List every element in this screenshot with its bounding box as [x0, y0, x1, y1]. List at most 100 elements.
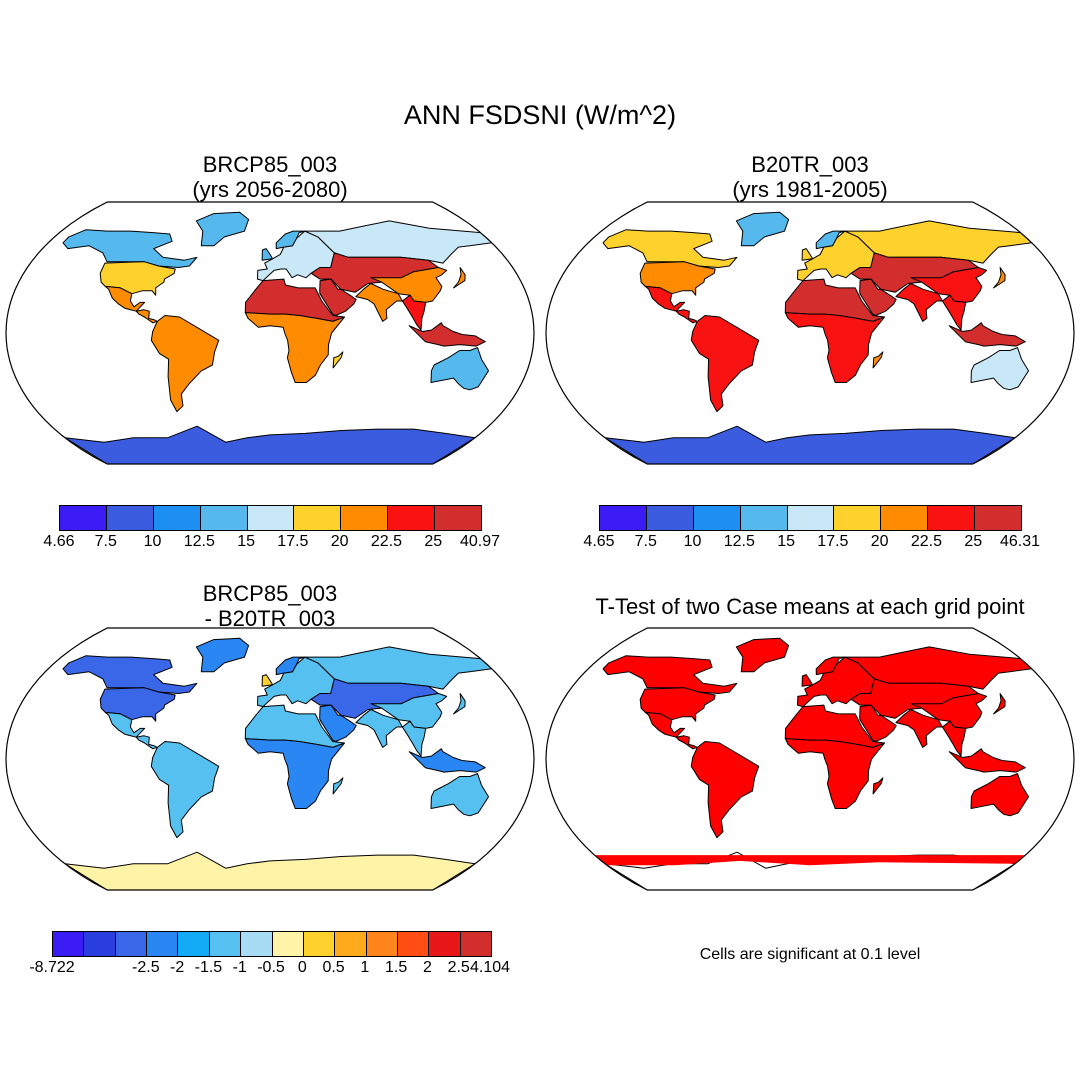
region-india — [355, 283, 403, 322]
region-uk — [261, 674, 274, 687]
map-panel-bottom-left — [5, 627, 535, 891]
figure-title: ANN FSDSNI (W/m^2) — [403, 100, 677, 130]
colorbar-label: 4.66 — [43, 533, 75, 550]
colorbar-box — [60, 506, 106, 530]
colorbar-label: 2.5 — [447, 959, 470, 976]
region-arabia — [319, 278, 357, 316]
colorbar-box — [692, 506, 740, 530]
region-mexico — [644, 711, 686, 738]
colorbar-box — [152, 506, 200, 530]
colorbar-label: 15 — [777, 533, 796, 550]
region-arabia — [859, 278, 897, 316]
region-south-am — [690, 741, 760, 839]
colorbar-box — [114, 932, 147, 956]
region-japan — [453, 693, 466, 715]
region-indonesia — [408, 322, 486, 347]
region-india — [355, 709, 403, 748]
region-china — [370, 693, 448, 729]
panel-title-line1: T-Test of two Case means at each grid po… — [595, 594, 1025, 619]
colorbar-label: 46.31 — [999, 533, 1041, 550]
region-antarctica — [64, 425, 476, 464]
colorbar-label: 10 — [143, 533, 162, 550]
colorbar-label: -0.5 — [257, 959, 285, 976]
colorbar-box — [880, 506, 928, 530]
colorbar-box — [600, 506, 646, 530]
colorbar-label: 15 — [237, 533, 256, 550]
colorbar-label: 25 — [964, 533, 983, 550]
region-africa-south — [784, 738, 885, 809]
colorbar-label: -8.722 — [29, 959, 75, 976]
colorbar-box — [833, 506, 881, 530]
panel-title-line1: B20TR_003 — [751, 152, 869, 177]
colorbar-box — [293, 506, 341, 530]
region-arabia — [859, 704, 897, 742]
colorbar-box — [177, 932, 209, 956]
colorbar-label: 22.5 — [370, 533, 403, 550]
panel-title-line1: BRCP85_003 — [202, 581, 338, 606]
region-japan — [993, 693, 1006, 715]
colorbar-label: 7.5 — [634, 533, 657, 550]
region-greenland — [195, 211, 250, 247]
colorbar-label: 12.5 — [723, 533, 755, 550]
colorbar-box — [83, 932, 115, 956]
colorbar-label: 20 — [330, 533, 349, 550]
region-canada — [62, 229, 198, 268]
colorbar-box — [271, 932, 303, 956]
colorbar-label: 4.104 — [469, 959, 511, 976]
colorbar-label: 22.5 — [910, 533, 943, 550]
region-uk — [261, 248, 274, 261]
region-madagascar — [872, 777, 884, 795]
region-antarctic-coast-significant — [594, 855, 1026, 866]
colorbar-box — [302, 932, 335, 956]
panel-title-bottom-left: BRCP85_003 - B20TR_003 — [100, 581, 440, 631]
region-south-am — [150, 315, 220, 413]
colorbar-box — [208, 932, 241, 956]
map-border — [5, 201, 535, 465]
region-se-asia — [941, 720, 967, 757]
colorbar-boxes — [599, 505, 1022, 531]
region-central-am — [135, 735, 158, 750]
panel-title-bottom-right: T-Test of two Case means at each grid po… — [540, 594, 1080, 619]
region-south-am — [690, 315, 760, 413]
map-border — [545, 201, 1075, 465]
colorbar-label: 1.5 — [385, 959, 408, 976]
colorbar-box — [974, 506, 1022, 530]
colorbar-label: 17.5 — [277, 533, 309, 550]
region-central-am — [675, 735, 698, 750]
colorbar-box — [396, 932, 429, 956]
map-border — [545, 627, 1075, 891]
region-indonesia — [948, 322, 1026, 347]
region-se-asia — [401, 720, 427, 757]
panel-title-line2: - B20TR_003 — [204, 606, 336, 631]
colorbar-label: 2 — [422, 959, 432, 976]
region-usa — [99, 687, 176, 722]
region-antarctica — [604, 425, 1016, 464]
region-canada — [602, 229, 738, 268]
colorbar-label: -1.5 — [194, 959, 223, 976]
region-japan — [453, 267, 466, 289]
colorbar-label: 1 — [360, 959, 370, 976]
region-madagascar — [872, 351, 884, 369]
colorbar-label: -1 — [232, 959, 247, 976]
region-canada — [62, 655, 198, 694]
region-madagascar — [332, 351, 344, 369]
colorbar-box — [240, 932, 272, 956]
map-panel-top-right — [545, 201, 1075, 465]
colorbar-box — [199, 506, 247, 530]
colorbar-box — [146, 932, 178, 956]
colorbar-label: -2 — [170, 959, 185, 976]
colorbar-box — [334, 932, 366, 956]
colorbar-box — [786, 506, 834, 530]
region-greenland — [195, 637, 250, 673]
colorbar-label: 4.65 — [583, 533, 615, 550]
region-africa-south — [784, 312, 885, 383]
colorbar-label: 10 — [683, 533, 702, 550]
panel-title-line1: BRCP85_003 — [202, 152, 338, 177]
region-india — [895, 283, 943, 322]
region-central-am — [675, 309, 698, 324]
region-usa — [639, 261, 716, 296]
map-border — [5, 627, 535, 891]
region-se-asia — [401, 294, 427, 331]
region-china — [370, 267, 448, 303]
region-australia — [430, 347, 489, 391]
